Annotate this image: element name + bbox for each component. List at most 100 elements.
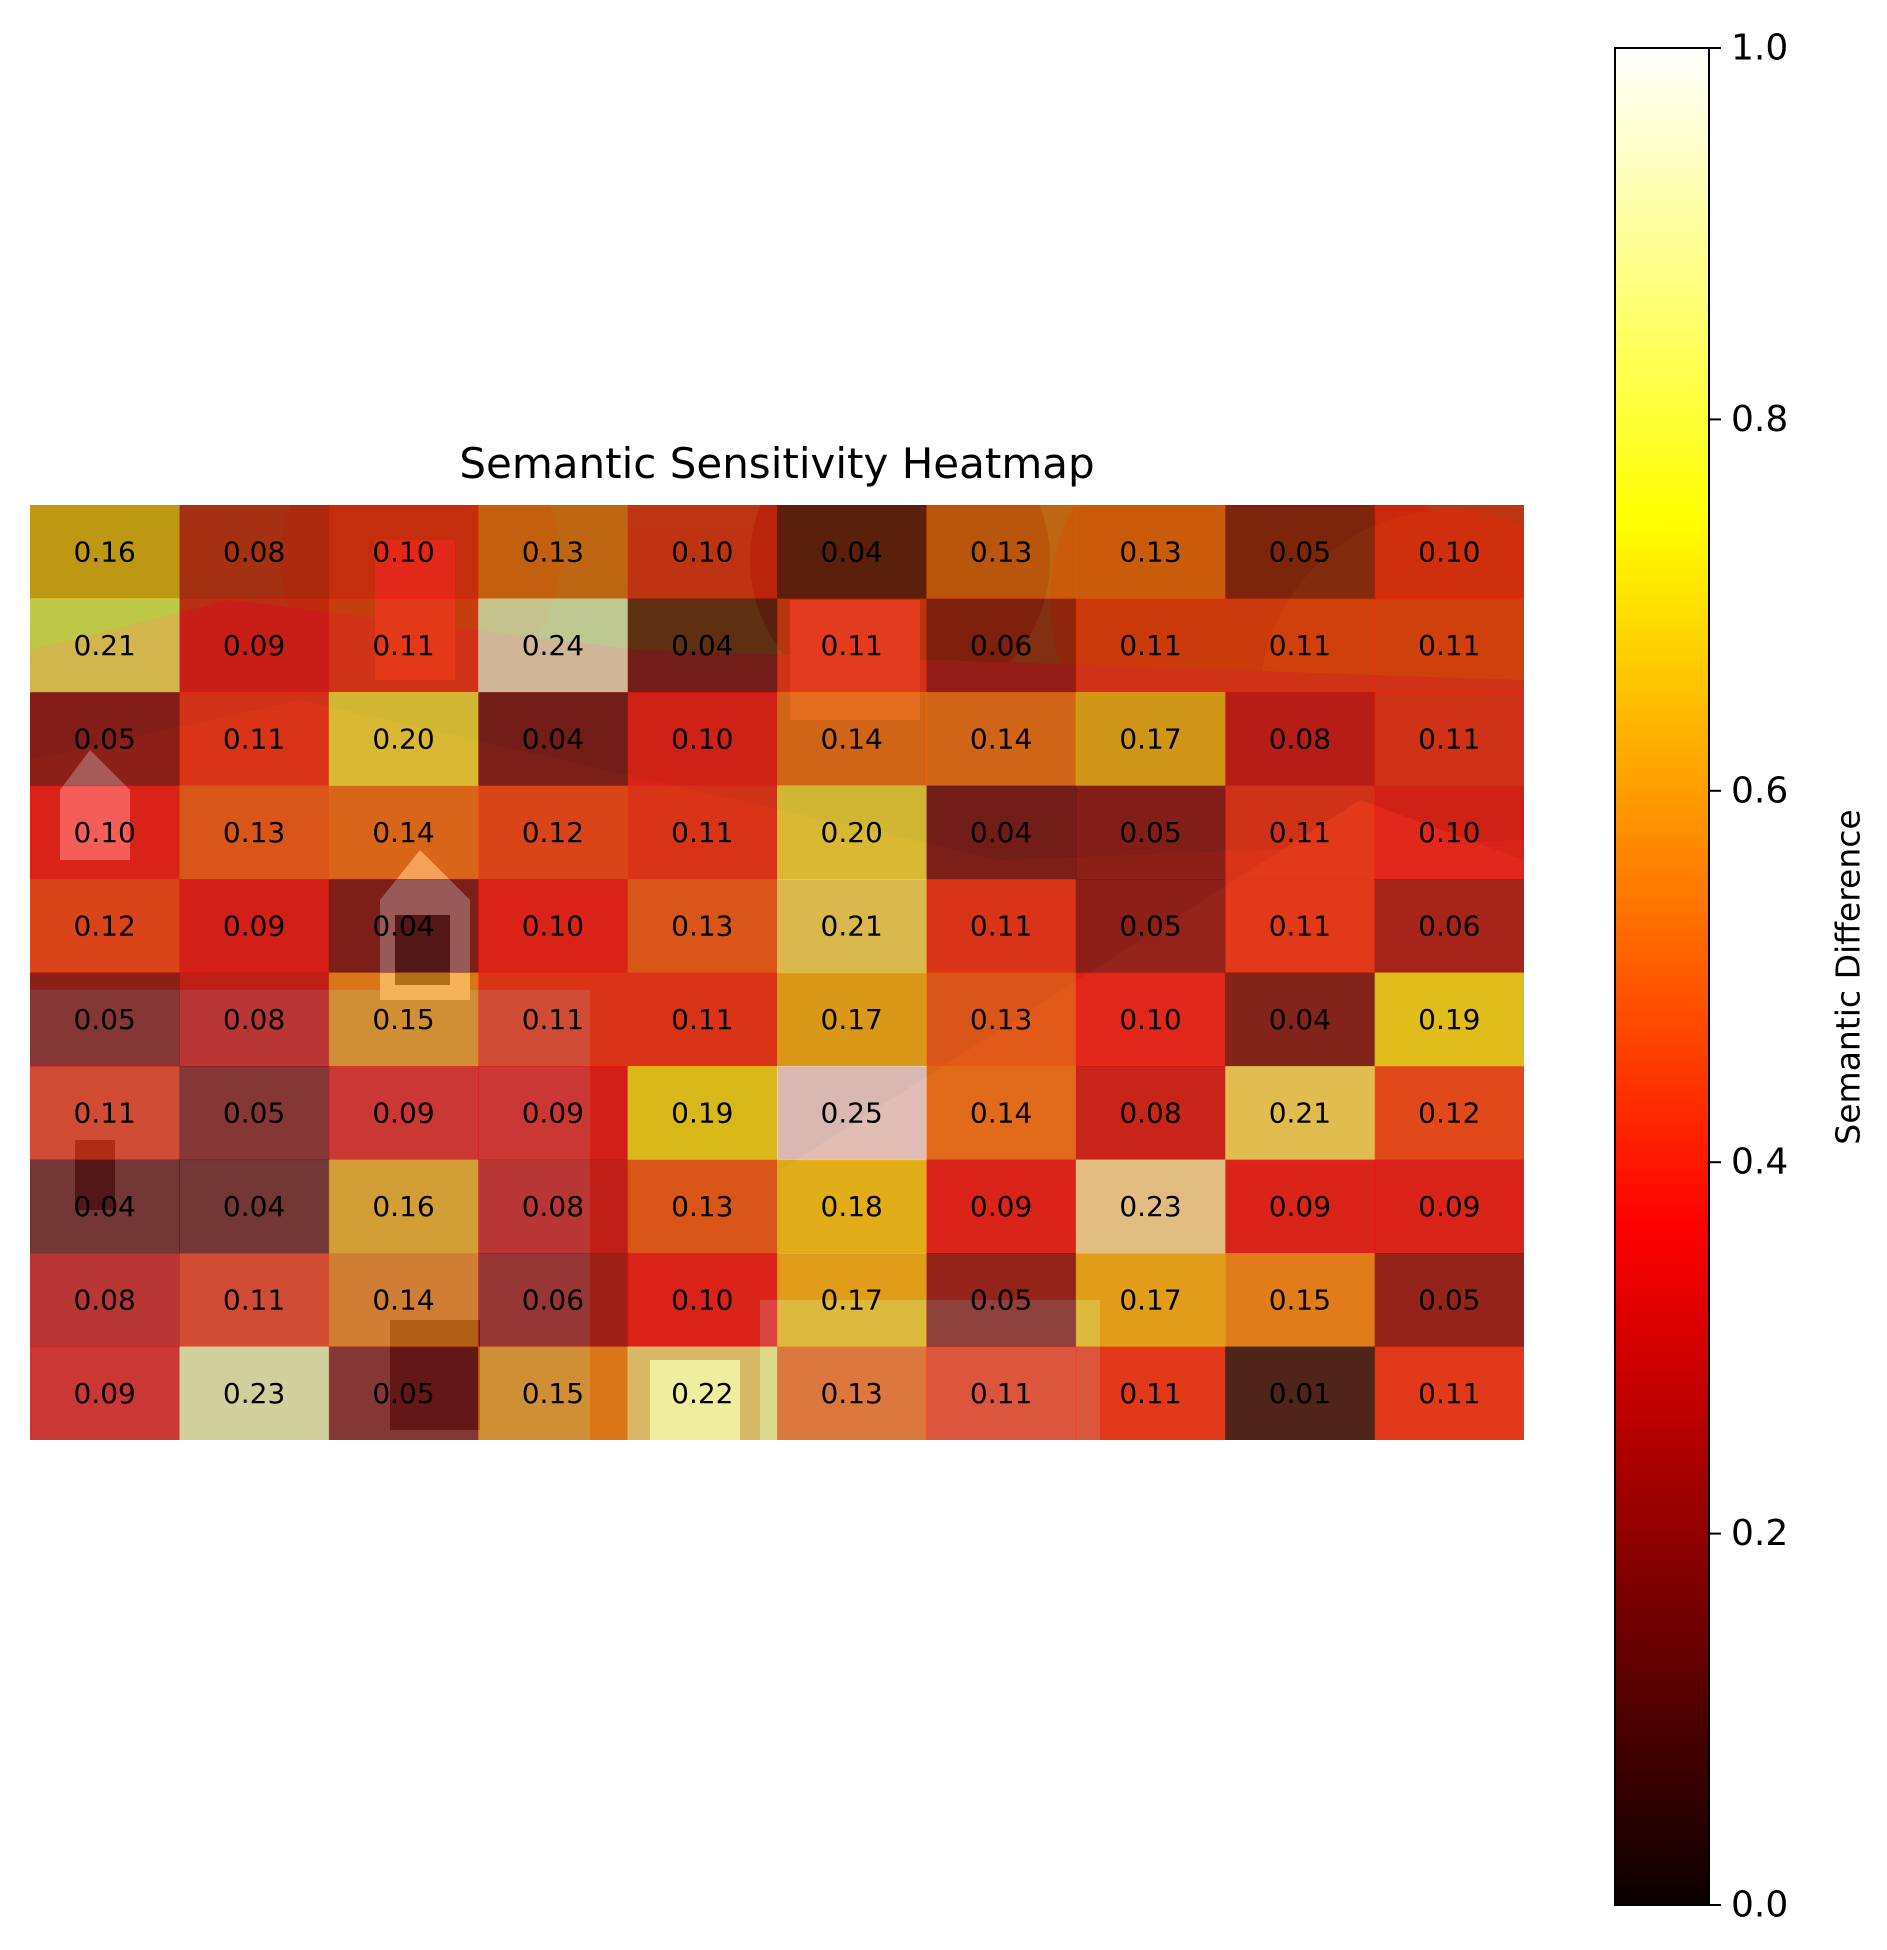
heatmap-cell [1075, 785, 1226, 880]
heatmap-cell-label: 0.11 [821, 629, 883, 662]
heatmap-cell [1075, 1159, 1226, 1254]
heatmap-cell-label: 0.15 [1269, 1283, 1331, 1316]
heatmap-cell [179, 879, 330, 974]
heatmap-cell-label: 0.09 [1418, 1190, 1480, 1223]
heatmap-cell [1225, 879, 1376, 974]
heatmap-cell-label: 0.17 [821, 1283, 883, 1316]
heatmap-cell [328, 692, 479, 787]
heatmap-cell-label: 0.20 [372, 722, 434, 755]
heatmap-cell-label: 0.12 [522, 816, 584, 849]
heatmap-cell [478, 879, 629, 974]
heatmap-cell-label: 0.21 [821, 909, 883, 942]
heatmap-cell-label: 0.08 [1269, 722, 1331, 755]
heatmap-cell [627, 1253, 778, 1348]
heatmap-cell-label: 0.11 [671, 816, 733, 849]
heatmap-cell [478, 972, 629, 1067]
heatmap-cell-label: 0.05 [223, 1096, 285, 1129]
heatmap-cell [777, 598, 927, 693]
heatmap-cell [627, 972, 778, 1067]
heatmap-cell-label: 0.05 [1269, 535, 1331, 568]
heatmap-cell [1075, 879, 1226, 974]
heatmap-cell [777, 692, 927, 787]
heatmap-cell [30, 879, 180, 974]
heatmap-cell [777, 1066, 927, 1161]
colorbar-label: Semantic Difference [1829, 809, 1868, 1144]
colorbar-gradient [1614, 47, 1710, 1906]
heatmap-cell [1225, 692, 1376, 787]
heatmap-cell-label: 0.04 [1269, 1003, 1331, 1036]
heatmap-cell-label: 0.13 [671, 909, 733, 942]
heatmap-cell [179, 505, 330, 600]
heatmap-cell-label: 0.08 [223, 535, 285, 568]
heatmap-cell-label: 0.13 [970, 1003, 1032, 1036]
heatmap-cell [1075, 1346, 1226, 1440]
heatmap-cell-label: 0.05 [970, 1283, 1032, 1316]
heatmap-cell [328, 1066, 479, 1161]
heatmap-cell [926, 1159, 1077, 1254]
heatmap-cell [1225, 785, 1376, 880]
heatmap-cell-label: 0.14 [970, 722, 1032, 755]
heatmap-cell-label: 0.04 [74, 1190, 136, 1223]
heatmap-cell-label: 0.17 [1119, 1283, 1181, 1316]
heatmap-cell [1374, 879, 1524, 974]
heatmap-cell [777, 1159, 927, 1254]
heatmap-cell-label: 0.14 [970, 1096, 1032, 1129]
heatmap-cell-label: 0.11 [1119, 1377, 1181, 1410]
heatmap-cell [328, 1253, 479, 1348]
heatmap-cell-label: 0.09 [372, 1096, 434, 1129]
heatmap-cell-label: 0.04 [372, 909, 434, 942]
heatmap-cell-label: 0.05 [1119, 816, 1181, 849]
heatmap-cell [328, 598, 479, 693]
heatmap-cell [1075, 598, 1226, 693]
heatmap-cell [179, 1346, 330, 1440]
heatmap-cell [179, 1066, 330, 1161]
heatmap-cell-label: 0.04 [671, 629, 733, 662]
heatmap-cell-label: 0.09 [223, 629, 285, 662]
heatmap-cell-label: 0.05 [74, 722, 136, 755]
chart-title: Semantic Sensitivity Heatmap [459, 439, 1094, 488]
heatmap-cell-label: 0.25 [821, 1096, 883, 1129]
heatmap-cell [627, 1066, 778, 1161]
heatmap-cell-label: 0.01 [1269, 1377, 1331, 1410]
heatmap-cell [777, 1253, 927, 1348]
heatmap-cell-label: 0.23 [1119, 1190, 1181, 1223]
heatmap-cell [478, 598, 629, 693]
heatmap-cell [926, 1066, 1077, 1161]
heatmap-cell-label: 0.14 [372, 816, 434, 849]
heatmap-cell-label: 0.05 [74, 1003, 136, 1036]
heatmap-cell-label: 0.15 [372, 1003, 434, 1036]
heatmap-cell-label: 0.20 [821, 816, 883, 849]
heatmap-cell [30, 1346, 180, 1440]
heatmap-cell-label: 0.11 [223, 1283, 285, 1316]
heatmap-cell [1374, 505, 1524, 600]
heatmap-cell-label: 0.09 [522, 1096, 584, 1129]
heatmap-cell [1075, 1066, 1226, 1161]
heatmap-cell-label: 0.19 [1418, 1003, 1480, 1036]
heatmap-cell [1075, 972, 1226, 1067]
heatmap-cell-label: 0.16 [372, 1190, 434, 1223]
heatmap-cell-label: 0.14 [821, 722, 883, 755]
colorbar-tick-label: 0.0 [1731, 1885, 1788, 1926]
heatmap-cell [30, 598, 180, 693]
heatmap-cell [1225, 972, 1376, 1067]
heatmap-cell [179, 1159, 330, 1254]
heatmap-cell [926, 598, 1077, 693]
heatmap-cell-label: 0.08 [74, 1283, 136, 1316]
heatmap-cell [1075, 505, 1226, 600]
heatmap-cell [777, 972, 927, 1067]
heatmap-cell-label: 0.09 [970, 1190, 1032, 1223]
heatmap-cell-label: 0.04 [821, 535, 883, 568]
heatmap-cell [328, 879, 479, 974]
heatmap-cell [1225, 1159, 1376, 1254]
heatmap-cell [328, 972, 479, 1067]
heatmap-cell-label: 0.11 [223, 722, 285, 755]
heatmap-cell [478, 505, 629, 600]
heatmap-cell-label: 0.11 [522, 1003, 584, 1036]
heatmap-cell-label: 0.06 [1418, 909, 1480, 942]
heatmap-cell [1374, 598, 1524, 693]
heatmap-cell [1374, 1346, 1524, 1440]
heatmap-cell-label: 0.11 [1269, 816, 1331, 849]
heatmap-cell [179, 1253, 330, 1348]
heatmap-cell [777, 879, 927, 974]
